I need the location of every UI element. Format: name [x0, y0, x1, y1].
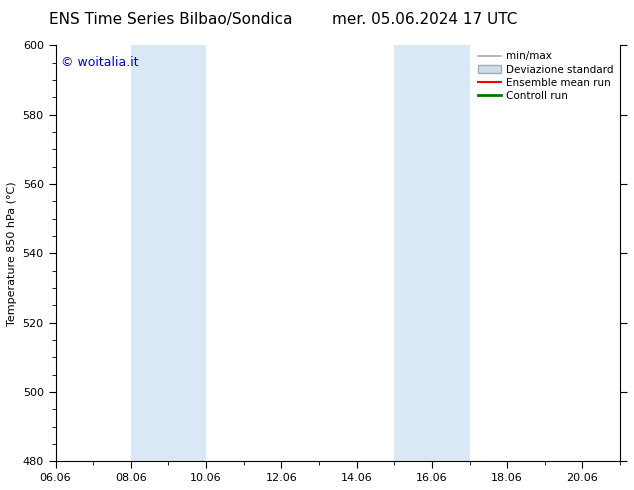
Bar: [131, 45, 206, 461]
Y-axis label: Temperature 850 hPa (°C): Temperature 850 hPa (°C): [7, 181, 17, 325]
Text: ENS Time Series Bilbao/Sondica: ENS Time Series Bilbao/Sondica: [49, 12, 293, 27]
Legend: min/max, Deviazione standard, Ensemble mean run, Controll run: min/max, Deviazione standard, Ensemble m…: [475, 49, 617, 104]
Text: mer. 05.06.2024 17 UTC: mer. 05.06.2024 17 UTC: [332, 12, 517, 27]
Bar: [394, 45, 470, 461]
Text: © woitalia.it: © woitalia.it: [61, 56, 139, 69]
